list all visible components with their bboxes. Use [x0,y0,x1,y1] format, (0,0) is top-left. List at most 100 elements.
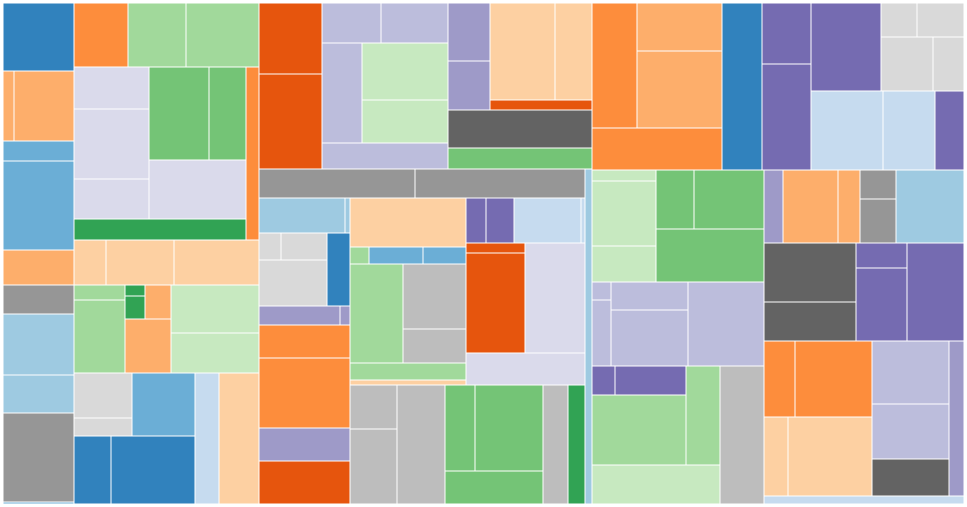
treemap-cell [344,197,351,234]
treemap-cell [280,232,328,261]
treemap-cell [591,127,723,171]
treemap-cell [2,284,75,315]
treemap-cell [610,309,689,367]
treemap-cell [687,281,765,367]
treemap-cell [148,159,247,220]
treemap-cell [693,169,765,230]
treemap-cell [339,305,351,326]
treemap-cell [474,384,544,472]
treemap-cell [321,42,363,144]
treemap-cell [218,372,260,505]
treemap-cell [465,197,487,244]
treemap-cell [170,284,260,334]
treemap-cell [447,2,491,62]
treemap-cell [655,169,695,230]
treemap-cell [258,460,351,505]
treemap-cell [591,2,638,129]
treemap-cell [258,197,346,234]
treemap-cell [934,90,965,171]
treemap-cell [614,365,687,396]
treemap-cell [368,246,424,265]
treemap-cell [349,384,398,430]
treemap-cell [349,263,404,364]
treemap-cell [208,66,247,161]
treemap-cell [124,318,172,374]
treemap-cell [554,2,593,101]
treemap-cell [524,242,586,354]
treemap-cell [361,99,449,144]
treemap-cell [194,372,220,505]
treemap-cell [2,501,75,505]
treemap-cell [880,2,918,38]
treemap-cell [380,2,449,44]
treemap-cell [321,142,449,170]
treemap-cell [258,73,323,170]
treemap-cell [73,66,150,110]
treemap-cell [124,295,146,320]
treemap-cell [402,263,467,330]
treemap-cell [73,108,150,180]
treemap-cell [321,2,382,44]
treemap-cell [655,228,765,283]
treemap-cell [349,379,467,386]
treemap-cell [763,169,784,244]
treemap-cell [794,340,873,418]
treemap-cell [170,332,260,374]
treemap-cell [465,352,586,386]
treemap-cell [636,50,723,129]
treemap-cell [13,70,75,142]
treemap-cell [73,239,107,286]
treemap-cell [763,495,965,505]
treemap-cell [782,169,839,244]
treemap-cell [837,169,861,244]
treemap-cell [258,357,351,429]
treemap-cell [932,36,965,92]
treemap-cell [2,412,75,503]
treemap-cell [719,365,765,505]
treemap-cell [2,374,75,414]
treemap-cell [73,2,129,68]
treemap-cell [859,169,897,200]
treemap-cell [763,301,857,342]
treemap-cell [326,232,351,307]
treemap-cell [465,252,526,354]
treemap-cell [361,42,449,101]
treemap-cell [73,178,150,220]
treemap-cell [810,2,882,92]
treemap-cell [810,90,884,171]
treemap-cell [73,435,112,505]
treemap-cell [447,60,491,111]
treemap-cell [636,2,723,52]
treemap-cell [685,365,721,466]
treemap-cell [148,66,210,161]
treemap-cell [882,90,936,171]
treemap-cell [349,246,370,265]
treemap-cell [584,168,593,505]
treemap-cell [763,416,789,497]
treemap-cell [349,428,398,505]
treemap-cell [895,169,965,244]
treemap-cell [258,324,351,359]
treemap-cell [567,384,586,505]
treemap-cell [258,305,341,326]
treemap-cell [880,36,934,92]
treemap-cell [721,2,763,171]
treemap-cell [73,218,247,241]
treemap-cell [2,70,15,142]
treemap-cell [127,2,187,68]
treemap-cell [124,284,146,297]
treemap-cell [444,384,476,472]
treemap-cell [580,197,586,244]
treemap-cell [258,259,328,307]
treemap-cell [2,160,75,251]
treemap-cell [916,2,965,38]
treemap-cell [414,168,586,199]
treemap-cell [349,197,467,248]
treemap-cell [591,169,657,182]
treemap-cell [591,464,721,505]
treemap-cell [73,417,133,437]
treemap-cell [258,232,282,261]
treemap-cell [787,416,873,497]
treemap-cell [258,2,323,75]
